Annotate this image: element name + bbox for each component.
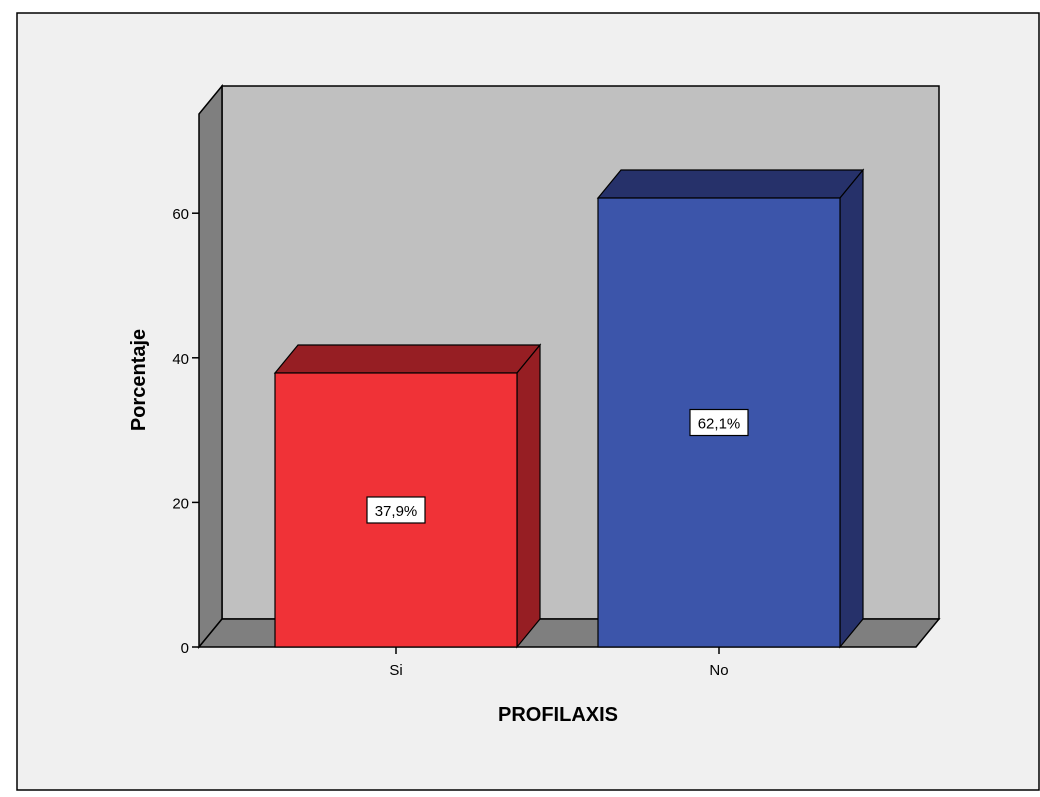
data-label: 37,9% (375, 503, 418, 520)
data-label-box (689, 408, 749, 437)
bar-side-face (839, 168, 864, 649)
y-tick-label: 60 (172, 206, 189, 223)
bars: 37,9% 62,1% (273, 168, 865, 649)
x-axis: Si No (389, 647, 729, 679)
y-axis-title: Porcentaje (128, 329, 150, 431)
side-wall (198, 83, 223, 650)
y-tick-label: 0 (181, 640, 189, 657)
bar-top-face (273, 344, 542, 374)
x-tick-label: No (709, 662, 728, 679)
y-tick-label: 20 (172, 495, 189, 512)
bar-top-face (596, 169, 865, 199)
bar-si: 37,9% (273, 343, 542, 649)
bar-side-face (516, 343, 541, 649)
x-tick-label: Si (389, 662, 402, 679)
data-label-box (366, 496, 426, 524)
data-label: 62,1% (698, 416, 741, 433)
y-tick-label: 40 (172, 351, 189, 368)
x-axis-title: PROFILAXIS (498, 704, 618, 726)
y-axis: 0 20 40 60 (172, 206, 199, 657)
bar-no: 62,1% (596, 168, 865, 649)
